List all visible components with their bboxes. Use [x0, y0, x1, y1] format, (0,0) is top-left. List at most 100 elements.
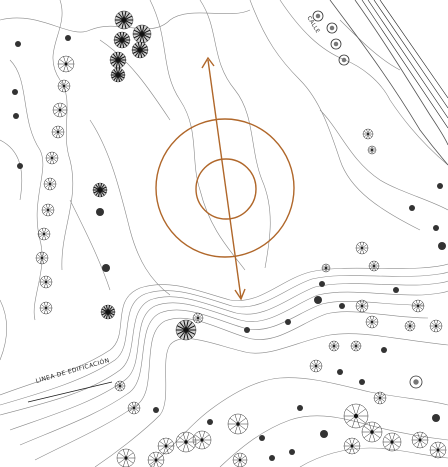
tree-plan-icon: [110, 67, 126, 83]
shrub-dot: [65, 35, 71, 41]
tree-trunk: [353, 413, 359, 419]
tree-plan-icon: [131, 41, 149, 59]
shrub-dot: [314, 296, 322, 304]
tree-plan-icon: [114, 380, 126, 392]
contour-line: [199, 0, 271, 269]
vegetation: [12, 10, 447, 467]
tree-trunk: [197, 317, 199, 319]
tree-trunk: [378, 396, 382, 400]
tree-trunk: [418, 438, 422, 442]
tree-trunk: [50, 156, 54, 160]
shrub-dot: [432, 414, 440, 422]
road-hatch-line: [361, 0, 448, 129]
tree-trunk: [416, 304, 420, 308]
shrub-plan-icon: [259, 435, 265, 441]
tree-trunk: [44, 306, 48, 310]
tree-plan-icon: [45, 151, 59, 165]
shrub-dot: [269, 455, 275, 461]
tree-plan-icon: [175, 431, 197, 453]
tree-trunk: [124, 456, 128, 460]
shrub-plan-icon: [319, 281, 325, 287]
shrub-plan-icon: [326, 22, 338, 34]
shrub-core: [413, 379, 419, 385]
shrub-plan-icon: [393, 287, 399, 293]
tree-plan-icon: [382, 432, 402, 452]
tree-plan-icon: [350, 340, 362, 352]
arrow-icon: [234, 288, 246, 301]
contour-line: [19, 301, 425, 446]
tree-plan-icon: [373, 391, 387, 405]
contour-line: [94, 333, 448, 467]
road-hatch-line: [379, 0, 448, 99]
tree-plan-icon: [132, 24, 152, 44]
tree-plan-icon: [232, 452, 248, 467]
tree-trunk: [238, 458, 242, 462]
tree-trunk: [360, 246, 364, 250]
tree-plan-icon: [57, 79, 71, 93]
tree-trunk: [56, 130, 60, 134]
tree-plan-icon: [368, 260, 380, 272]
tree-plan-icon: [92, 182, 108, 198]
shrub-plan-icon: [297, 405, 303, 411]
shrub-core: [341, 57, 347, 63]
shrub-plan-icon: [12, 89, 18, 95]
tree-plan-icon: [355, 241, 369, 255]
tree-trunk: [409, 325, 411, 327]
tree-plan-icon: [39, 301, 53, 315]
shrub-plan-icon: [289, 449, 295, 455]
shrub-plan-icon: [244, 327, 250, 333]
tree-trunk: [40, 256, 44, 260]
tree-plan-icon: [157, 437, 175, 455]
contour-line: [319, 109, 448, 211]
shrub-plan-icon: [285, 319, 291, 325]
contour-line: [219, 415, 448, 467]
tree-plan-icon: [429, 441, 447, 459]
tree-plan-icon: [411, 299, 425, 313]
shrub-plan-icon: [13, 113, 19, 119]
shrub-dot: [12, 89, 18, 95]
shrub-plan-icon: [320, 430, 328, 438]
tree-trunk: [58, 108, 62, 112]
tree-plan-icon: [43, 177, 57, 191]
contour-line: [0, 280, 448, 416]
shrub-plan-icon: [207, 419, 213, 425]
shrub-plan-icon: [330, 38, 342, 50]
contour-line: [34, 311, 429, 461]
shrub-plan-icon: [153, 407, 159, 413]
tree-trunk: [116, 58, 120, 62]
tree-trunk: [390, 440, 394, 444]
building-line-leader: [27, 381, 113, 403]
tree-trunk: [122, 18, 126, 22]
tree-trunk: [119, 385, 121, 387]
shrub-dot: [438, 242, 446, 250]
shrub-dot: [259, 435, 265, 441]
contour-line: [279, 0, 448, 166]
shrub-plan-icon: [437, 183, 443, 189]
contour-line: [339, 19, 401, 71]
tree-plan-icon: [192, 312, 204, 324]
tree-plan-icon: [57, 55, 75, 73]
tree-trunk: [200, 438, 204, 442]
tree-plan-icon: [127, 401, 141, 415]
shrub-dot: [244, 327, 250, 333]
shrub-dot: [433, 225, 439, 231]
shrub-outline: [338, 54, 350, 66]
tree-plan-icon: [343, 403, 369, 429]
tree-plan-icon: [343, 437, 361, 455]
shrub-plan-icon: [65, 35, 71, 41]
shrub-dot: [393, 287, 399, 293]
tree-trunk: [62, 84, 66, 88]
tree-plan-icon: [321, 263, 331, 273]
tree-trunk: [367, 133, 369, 135]
tree-trunk: [350, 444, 354, 448]
tree-plan-icon: [109, 51, 127, 69]
tree-trunk: [184, 328, 188, 332]
tree-trunk: [46, 208, 50, 212]
shrub-plan-icon: [381, 347, 387, 353]
tree-trunk: [48, 182, 52, 186]
shrub-outline: [330, 38, 342, 50]
tree-trunk: [434, 324, 438, 328]
shrub-core: [329, 25, 335, 31]
tree-trunk: [184, 440, 188, 444]
